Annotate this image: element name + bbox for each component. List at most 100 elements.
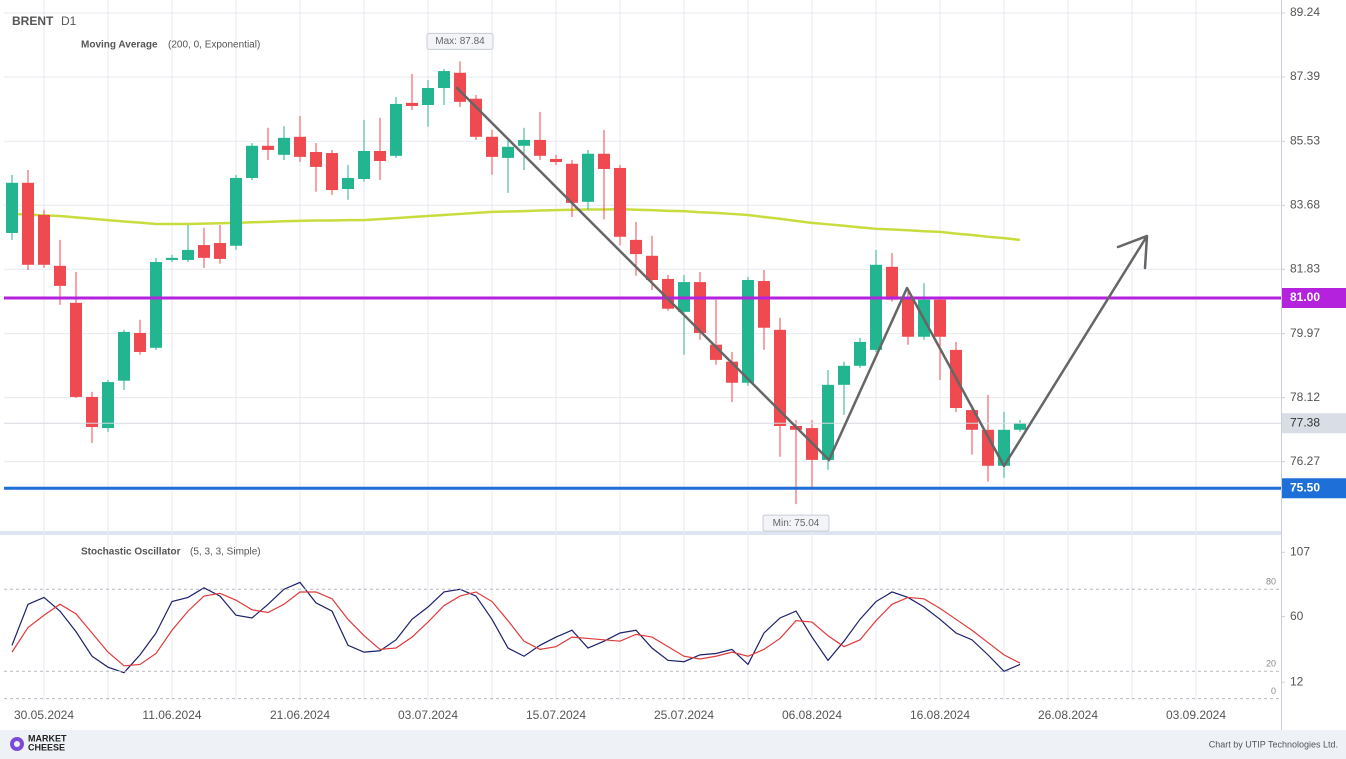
y-tick-label: 60 <box>1290 609 1304 623</box>
annotation-box <box>762 514 830 532</box>
last-price-box <box>1282 413 1346 434</box>
x-tick-label: 11.06.2024 <box>142 708 201 722</box>
candle-body <box>534 139 546 156</box>
candle-body <box>646 255 658 281</box>
candle-body <box>38 214 50 265</box>
candle-body <box>822 384 834 460</box>
candle-body <box>166 257 178 260</box>
y-tick-label: 89.24 <box>1290 5 1320 19</box>
candle-body <box>726 361 738 383</box>
level-label: 20 <box>1266 659 1276 669</box>
candle-body <box>838 365 850 385</box>
candle-body <box>230 177 242 246</box>
logo-icon <box>14 741 20 747</box>
candle-body <box>854 341 866 366</box>
candle-body <box>6 182 18 233</box>
candle-body <box>214 242 226 259</box>
y-tick-label: 83.68 <box>1290 197 1320 211</box>
credit: Chart by UTIP Technologies Ltd. <box>1209 739 1338 749</box>
level-label-box <box>1282 287 1346 308</box>
annotation-box <box>426 32 494 50</box>
candle-body <box>438 71 450 89</box>
candle-body <box>342 177 354 190</box>
y-tick-label: 81.83 <box>1290 261 1320 275</box>
candle-body <box>390 103 402 156</box>
x-tick-label: 30.05.2024 <box>14 708 74 722</box>
candle-body <box>422 88 434 105</box>
footer-bar <box>0 730 1346 759</box>
candle-body <box>262 145 274 150</box>
trend-arrow <box>455 86 1149 468</box>
level-label-box <box>1282 478 1346 499</box>
candle-body <box>102 382 114 429</box>
x-tick-label: 26.08.2024 <box>1038 708 1098 722</box>
candle-body <box>86 396 98 428</box>
candle-body <box>118 331 130 381</box>
candle-body <box>54 265 66 286</box>
candle-body <box>182 249 194 260</box>
candle-body <box>694 282 706 333</box>
annotation: Max: 87.84 <box>435 36 485 47</box>
timeframe: D1 <box>61 14 77 28</box>
candle-body <box>630 239 642 255</box>
candle-body <box>998 429 1010 466</box>
candle-body <box>982 429 994 466</box>
candle-body <box>774 329 786 426</box>
y-tick-label: 87.39 <box>1290 69 1320 83</box>
candle-body <box>406 102 418 107</box>
y-tick-label: 78.12 <box>1290 390 1320 404</box>
candle-body <box>598 153 610 169</box>
indicator-name: Moving Average <box>81 40 158 51</box>
x-tick-label: 15.07.2024 <box>526 708 586 722</box>
indicator-line <box>11 581 1021 674</box>
indicator-name: Stochastic Oscillator <box>81 547 181 558</box>
candle-body <box>566 163 578 203</box>
candle-body <box>134 332 146 352</box>
indicator-params: (5, 3, 3, Simple) <box>190 547 261 558</box>
candle-body <box>278 137 290 155</box>
indicator-params: (200, 0, Exponential) <box>168 40 260 51</box>
candle-body <box>246 145 258 178</box>
candle-body <box>742 280 754 383</box>
candle-body <box>454 72 466 102</box>
candle-body <box>870 264 882 350</box>
candle-body <box>374 150 386 162</box>
annotation: Min: 75.04 <box>773 518 820 529</box>
candle-body <box>1014 423 1026 430</box>
candle-body <box>150 262 162 348</box>
candle-body <box>198 245 210 258</box>
candle-body <box>886 266 898 300</box>
logo-text: CHEESE <box>28 742 65 752</box>
y-tick-label: 85.53 <box>1290 133 1320 147</box>
candle-body <box>550 158 562 163</box>
last-price-label: 77.38 <box>1290 415 1320 429</box>
logo-text: MARKET <box>28 733 67 743</box>
candle-body <box>358 150 370 179</box>
plot-layer: 30.05.2024 11.06.2024 21.06.2024 03.07.2024… <box>4 0 1346 722</box>
candle-body <box>582 153 594 202</box>
level-label: 75.50 <box>1290 480 1320 494</box>
indicator-line <box>11 207 1021 242</box>
candle-body <box>22 182 34 265</box>
symbol-title: BRENT <box>12 14 54 28</box>
candle-body <box>326 153 338 191</box>
y-tick-label: 79.97 <box>1290 326 1320 340</box>
candle-body <box>70 302 82 397</box>
x-tick-label: 21.06.2024 <box>270 708 330 722</box>
x-tick-label: 03.07.2024 <box>398 708 458 722</box>
y-tick-label: 76.27 <box>1290 454 1320 468</box>
candle-body <box>294 136 306 157</box>
candle-body <box>902 297 914 337</box>
y-tick-label: 107 <box>1290 544 1310 558</box>
x-tick-label: 16.08.2024 <box>910 708 970 722</box>
indicator-line <box>11 591 1021 667</box>
x-tick-label: 03.09.2024 <box>1166 708 1226 722</box>
candle-body <box>614 167 626 237</box>
x-tick-label: 06.08.2024 <box>782 708 842 722</box>
level-label: 81.00 <box>1290 290 1320 304</box>
level-label: 80 <box>1266 577 1276 587</box>
candle-body <box>486 136 498 157</box>
